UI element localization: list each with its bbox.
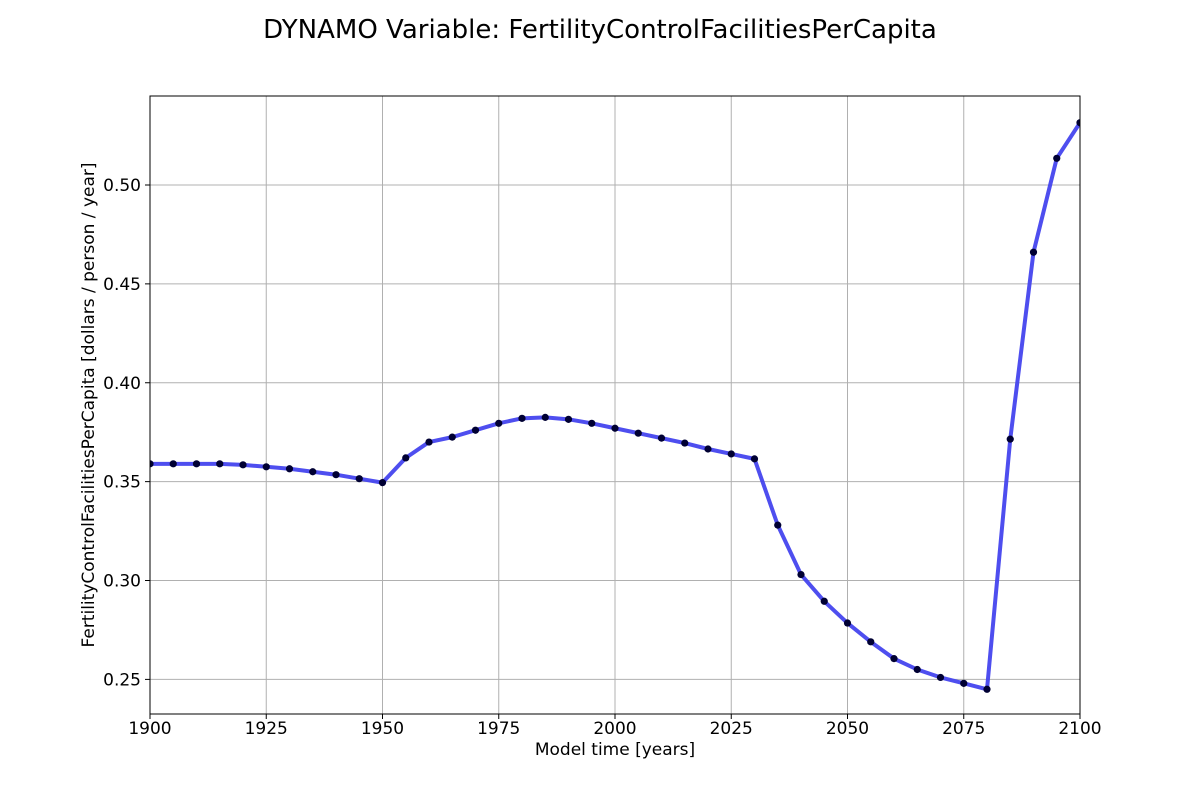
data-point [402,454,410,462]
data-point [541,413,549,421]
data-point [471,426,480,434]
data-point [564,415,573,423]
data-point [704,445,712,453]
axis-ticks: 1900 1925 1950 1975 2000 2025 2050 2075 2100 0.25… [103,176,1101,739]
x-tick-label: 2000 [593,719,636,739]
y-tick-label: 0.40 [103,374,141,394]
x-tick-label: 2100 [1058,719,1101,739]
y-tick-label: 0.50 [103,176,141,196]
data-point [495,419,503,427]
data-point [1053,154,1061,162]
y-tick-label: 0.25 [103,670,141,690]
data-point [681,439,689,447]
data-point [867,638,875,646]
series-layer [150,119,1080,693]
data-point [843,619,852,627]
data-point [425,438,433,446]
data-point [355,475,363,483]
data-point [150,460,154,468]
data-point [518,414,526,422]
data-point [1029,248,1038,256]
data-point [216,460,224,468]
data-point [890,655,898,663]
data-point [378,479,387,487]
x-axis-label: Model time [years] [535,740,695,760]
data-point [774,521,782,529]
data-point [960,679,968,687]
data-point [192,460,201,468]
data-point [332,471,340,479]
data-point [727,450,735,458]
data-point [448,433,456,441]
x-tick-label: 2075 [942,719,985,739]
y-axis-label: FertilityControlFacilitiesPerCapita [dol… [79,163,99,648]
data-point [1006,435,1014,443]
data-point [750,455,759,463]
data-point [588,419,596,427]
data-point [262,463,270,471]
chart-title: DYNAMO Variable: FertilityControlFacilit… [263,15,937,45]
x-tick-label: 1950 [361,719,404,739]
x-tick-label: 2025 [710,719,753,739]
data-point [285,465,294,473]
data-point [1076,119,1080,127]
data-point [657,434,666,442]
y-tick-label: 0.35 [103,473,141,493]
y-tick-label: 0.45 [103,275,141,295]
data-point [169,460,177,468]
data-point [820,597,828,605]
x-tick-label: 1975 [477,719,520,739]
x-tick-label: 1900 [128,719,171,739]
data-point [634,429,642,437]
data-point [239,461,247,469]
y-tick-label: 0.30 [103,572,141,592]
data-point [983,685,991,693]
data-point [936,673,945,682]
data-point [611,424,619,432]
data-point [797,570,805,579]
data-point [309,468,317,476]
x-tick-label: 2050 [826,719,869,739]
x-tick-label: 1925 [245,719,288,739]
data-point [913,665,921,674]
grid [149,96,1081,714]
